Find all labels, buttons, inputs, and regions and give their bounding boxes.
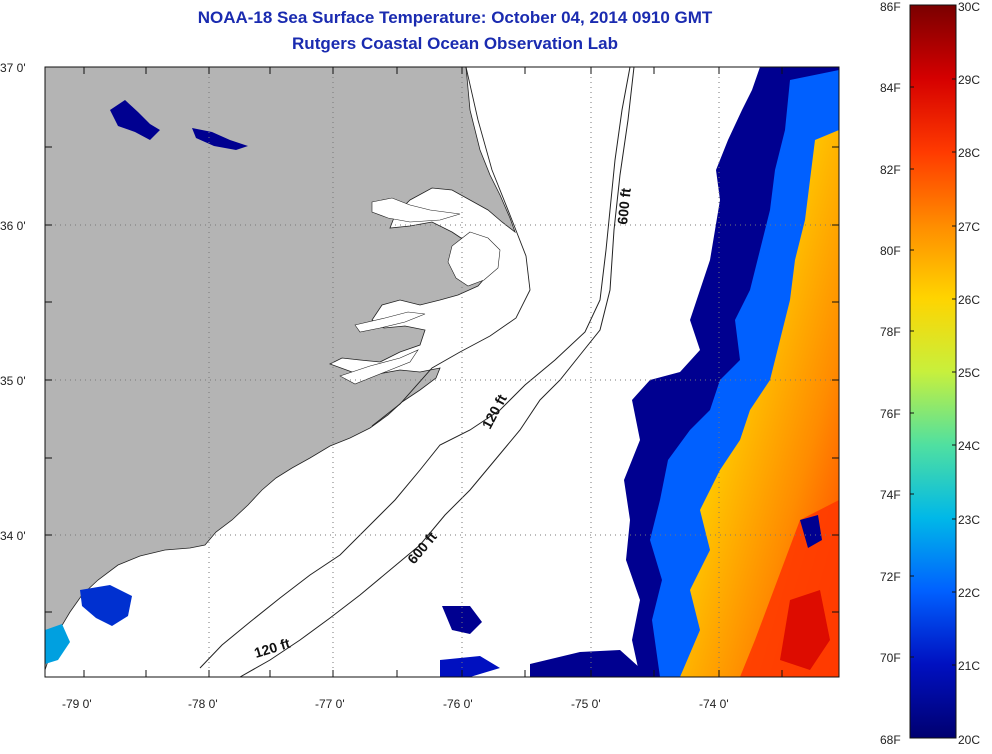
axis-ticks [45, 67, 839, 677]
map-subtitle: Rutgers Coastal Ocean Observation Lab [292, 34, 618, 53]
colorbar-c-29: 29C [958, 73, 980, 87]
colorbar-f-78: 78F [880, 325, 901, 339]
isobath-120ft-line [199, 67, 631, 669]
sst-hottest-spot [780, 590, 830, 670]
lat-label-35: 35 0' [0, 374, 26, 388]
colorbar-c-25: 25C [958, 366, 980, 380]
colorbar-f-82: 82F [880, 163, 901, 177]
neuse-river [339, 349, 419, 385]
colorbar-c-21: 21C [958, 659, 980, 673]
sst-cold-eddy [800, 515, 822, 548]
outer-banks [371, 67, 531, 427]
colorbar-f-70: 70F [880, 651, 901, 665]
cold-patch-offshore-2 [440, 656, 500, 677]
colorbar-f-84: 84F [880, 81, 901, 95]
colorbar-f-72: 72F [880, 570, 901, 584]
lat-label-37: 37 0' [0, 61, 26, 75]
albemarle-sound [371, 197, 461, 223]
colorbar-c-22: 22C [958, 586, 980, 600]
pamlico-sound [447, 231, 501, 287]
colorbar-f-80: 80F [880, 244, 901, 258]
colorbar-ticks [910, 78, 956, 666]
lon-label-74: -74 0' [699, 697, 729, 711]
lon-label-78: -78 0' [188, 697, 218, 711]
cold-patch-inland-2 [192, 128, 248, 150]
cold-patch-offshore-3 [530, 650, 640, 677]
lat-lon-grid [45, 67, 839, 677]
cold-patch-nearshore-2 [45, 624, 70, 664]
lon-label-75: -75 0' [571, 697, 601, 711]
colorbar [909, 4, 957, 739]
colorbar-c-28: 28C [958, 146, 980, 160]
map-title: NOAA-18 Sea Surface Temperature: October… [197, 8, 713, 27]
map-frame [44, 66, 840, 678]
colorbar-c-24: 24C [958, 439, 980, 453]
cold-patch-nearshore-1 [80, 585, 132, 626]
pamlico-river [354, 311, 426, 333]
lon-label-76: -76 0' [443, 697, 473, 711]
colorbar-c-23: 23C [958, 513, 980, 527]
lon-label-79: -79 0' [62, 697, 92, 711]
cold-patch-offshore-1 [442, 606, 482, 634]
colorbar-f-76: 76F [880, 407, 901, 421]
colorbar-f-68: 68F [880, 733, 901, 747]
colorbar-c-30: 30C [958, 0, 980, 14]
cold-patch-inland-1 [110, 100, 160, 140]
lat-label-36: 36 0' [0, 219, 26, 233]
lat-label-34: 34 0' [0, 529, 26, 543]
colorbar-c-20: 20C [958, 733, 980, 747]
lon-label-77: -77 0' [315, 697, 345, 711]
colorbar-f-74: 74F [880, 488, 901, 502]
land-north-carolina [45, 67, 516, 671]
isobath-label-600-north: 600 ft [614, 187, 634, 225]
colorbar-c-27: 27C [958, 220, 980, 234]
colorbar-f-86: 86F [880, 0, 901, 14]
isobath-600ft-line [239, 67, 635, 677]
colorbar-c-26: 26C [958, 293, 980, 307]
